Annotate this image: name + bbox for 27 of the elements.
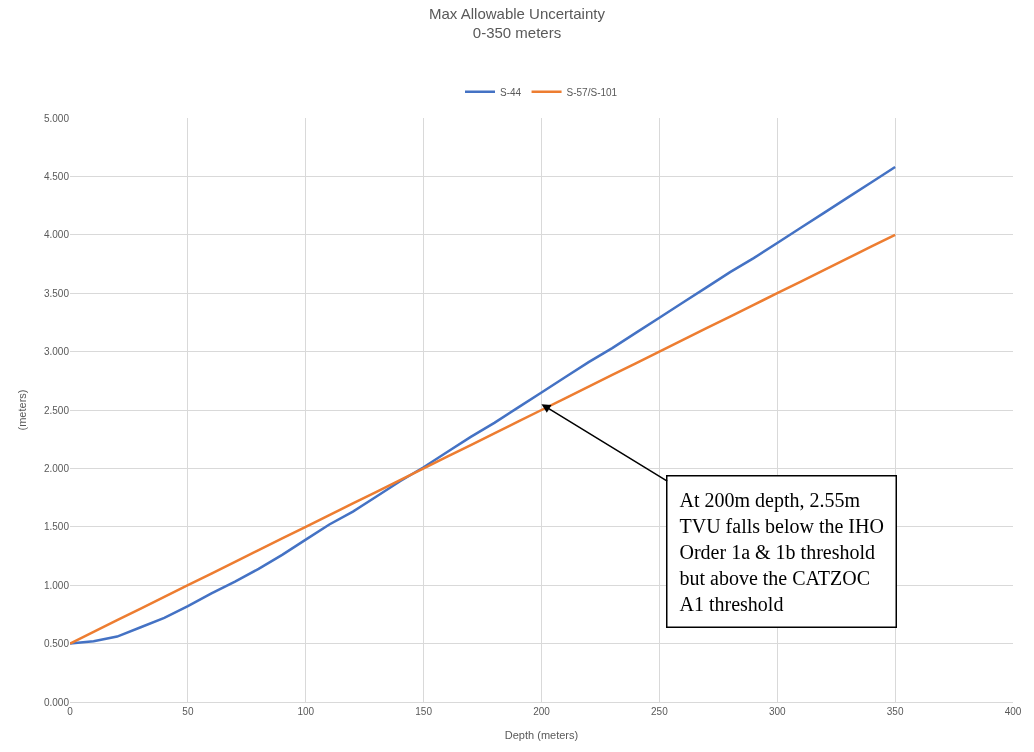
y-tick-label: 0.000	[43, 696, 70, 708]
x-tick-label: 0	[67, 706, 74, 717]
x-tick-label: 250	[651, 706, 669, 717]
x-tick-label: 150	[415, 706, 433, 717]
y-axis-title: (meters)	[15, 389, 28, 431]
x-tick-label: 350	[886, 706, 904, 717]
y-tick-label: 4.500	[43, 170, 70, 182]
legend-label: S-44	[500, 86, 522, 98]
x-tick-label: 400	[1004, 706, 1022, 717]
x-axis-title: Depth (meters)	[504, 729, 579, 742]
y-tick-label: 2.000	[43, 462, 70, 474]
x-tick-label: 50	[182, 706, 194, 717]
y-tick-label: 3.000	[43, 346, 70, 358]
chart-title: Max Allowable Uncertainty	[429, 4, 606, 22]
y-tick-label: 2.500	[43, 404, 70, 416]
annotation: At 200m depth, 2.55m TVU falls below the IHO Order 1a & 1b threshold but above the CATZOC A1 threshold	[679, 488, 884, 615]
x-tick-label: 100	[297, 706, 315, 717]
y-tick-label: 4.000	[43, 229, 70, 241]
y-tick-label: 1.000	[43, 579, 70, 591]
y-tick-label: 1.500	[43, 521, 70, 533]
y-tick-label: 5.000	[43, 112, 70, 124]
chart-subtitle: 0-350 meters	[472, 24, 562, 42]
y-tick-label: 0.500	[43, 638, 70, 650]
x-tick-label: 200	[533, 706, 551, 717]
y-tick-label: 3.500	[43, 287, 70, 299]
legend-label: S-57/S-101	[566, 86, 618, 98]
x-tick-label: 300	[768, 706, 787, 717]
